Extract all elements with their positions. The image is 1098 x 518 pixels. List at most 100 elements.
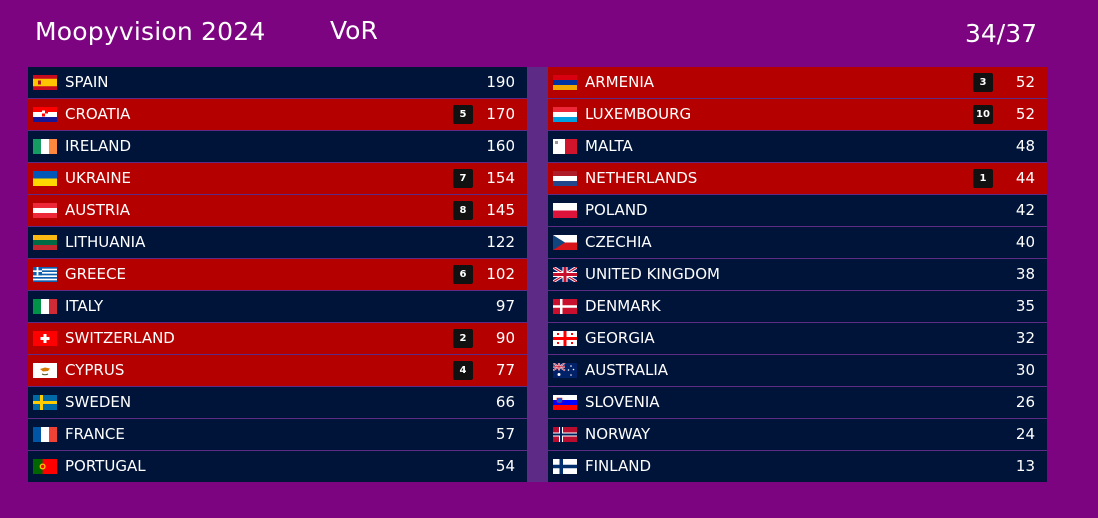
luxembourg-flag-icon <box>553 107 577 122</box>
country-name: CYPRUS <box>65 361 125 379</box>
total-score: 77 <box>495 361 515 379</box>
total-score: 13 <box>1015 457 1035 475</box>
country-name: POLAND <box>585 201 648 219</box>
total-score: 160 <box>486 137 515 155</box>
scoreboard-row: LUXEMBOURG 10 52 <box>548 99 1047 130</box>
scoreboard-row: FRANCE 57 <box>28 419 527 450</box>
total-score: 48 <box>1015 137 1035 155</box>
country-name: AUSTRALIA <box>585 361 669 379</box>
country-name: FINLAND <box>585 457 652 475</box>
scoreboard-row: NETHERLANDS 1 44 <box>548 163 1047 194</box>
scoreboard-row: CYPRUS 4 77 <box>28 355 527 386</box>
total-score: 40 <box>1015 233 1035 251</box>
scoreboard-row: MALTA 48 <box>548 131 1047 162</box>
total-score: 145 <box>486 201 515 219</box>
armenia-flag-icon <box>553 75 577 90</box>
united-kingdom-flag-icon <box>553 267 577 282</box>
country-name: LUXEMBOURG <box>585 105 692 123</box>
total-score: 42 <box>1015 201 1035 219</box>
country-name: AUSTRIA <box>65 201 131 219</box>
total-score: 44 <box>1015 169 1035 187</box>
country-name: FRANCE <box>65 425 125 443</box>
portugal-flag-icon <box>33 459 57 474</box>
total-score: 26 <box>1015 393 1035 411</box>
country-name: LITHUANIA <box>65 233 146 251</box>
total-score: 190 <box>486 73 515 91</box>
scoreboard-left-column: SPAIN 190 CROATIA 5 170 IRELAND 160 UKRAINE 7 154… <box>28 67 527 483</box>
country-name: PORTUGAL <box>65 457 146 475</box>
scoreboard-right-column: ARMENIA 3 52 LUXEMBOURG 10 52 MALTA 48 NETHERLAN… <box>548 67 1047 483</box>
lithuania-flag-icon <box>33 235 57 250</box>
scoreboard-row: GREECE 6 102 <box>28 259 527 290</box>
total-score: 170 <box>486 105 515 123</box>
country-name: IRELAND <box>65 137 132 155</box>
scoreboard-row: ITALY 97 <box>28 291 527 322</box>
total-score: 90 <box>495 329 515 347</box>
australia-flag-icon <box>553 363 577 378</box>
total-score: 97 <box>495 297 515 315</box>
scoreboard-row: SPAIN 190 <box>28 67 527 98</box>
czechia-flag-icon <box>553 235 577 250</box>
total-score: 30 <box>1015 361 1035 379</box>
country-name: UKRAINE <box>65 169 132 187</box>
scoreboard-row: CROATIA 5 170 <box>28 99 527 130</box>
scoreboard: SPAIN 190 CROATIA 5 170 IRELAND 160 UKRAINE 7 154… <box>28 67 1047 482</box>
scoreboard-row: AUSTRALIA 30 <box>548 355 1047 386</box>
greece-flag-icon <box>33 267 57 282</box>
total-score: 32 <box>1015 329 1035 347</box>
italy-flag-icon <box>33 299 57 314</box>
scoreboard-row: DENMARK 35 <box>548 291 1047 322</box>
country-name: SWITZERLAND <box>65 329 175 347</box>
points-received-badge: 5 <box>453 105 473 124</box>
total-score: 38 <box>1015 265 1035 283</box>
voting-progress: 34/37 <box>964 19 1037 48</box>
country-name: NETHERLANDS <box>585 169 698 187</box>
croatia-flag-icon <box>33 107 57 122</box>
scoreboard-row: GEORGIA 32 <box>548 323 1047 354</box>
country-name: UNITED KINGDOM <box>585 265 720 283</box>
country-name: DENMARK <box>585 297 661 315</box>
country-name: NORWAY <box>585 425 651 443</box>
country-name: CROATIA <box>65 105 131 123</box>
country-name: CZECHIA <box>585 233 652 251</box>
scoreboard-row: SLOVENIA 26 <box>548 387 1047 418</box>
france-flag-icon <box>33 427 57 442</box>
ukraine-flag-icon <box>33 171 57 186</box>
jury-name: VoR <box>330 16 378 45</box>
points-received-badge: 3 <box>973 73 993 92</box>
scoreboard-row: UKRAINE 7 154 <box>28 163 527 194</box>
country-name: SPAIN <box>65 73 109 91</box>
total-score: 52 <box>1015 73 1035 91</box>
sweden-flag-icon <box>33 395 57 410</box>
total-score: 57 <box>495 425 515 443</box>
total-score: 35 <box>1015 297 1035 315</box>
finland-flag-icon <box>553 459 577 474</box>
georgia-flag-icon <box>553 331 577 346</box>
switzerland-flag-icon <box>33 331 57 346</box>
points-received-badge: 2 <box>453 329 473 348</box>
denmark-flag-icon <box>553 299 577 314</box>
scoreboard-row: POLAND 42 <box>548 195 1047 226</box>
points-received-badge: 1 <box>973 169 993 188</box>
points-received-badge: 7 <box>453 169 473 188</box>
scoreboard-row: IRELAND 160 <box>28 131 527 162</box>
total-score: 66 <box>495 393 515 411</box>
points-received-badge: 10 <box>973 105 993 124</box>
scoreboard-row: AUSTRIA 8 145 <box>28 195 527 226</box>
malta-flag-icon <box>553 139 577 154</box>
netherlands-flag-icon <box>553 171 577 186</box>
total-score: 54 <box>495 457 515 475</box>
austria-flag-icon <box>33 203 57 218</box>
total-score: 24 <box>1015 425 1035 443</box>
country-name: ITALY <box>65 297 104 315</box>
contest-title: Moopyvision 2024 <box>35 17 266 46</box>
poland-flag-icon <box>553 203 577 218</box>
country-name: ARMENIA <box>585 73 655 91</box>
slovenia-flag-icon <box>553 395 577 410</box>
country-name: MALTA <box>585 137 633 155</box>
total-score: 122 <box>486 233 515 251</box>
scoreboard-row: FINLAND 13 <box>548 451 1047 482</box>
spain-flag-icon <box>33 75 57 90</box>
total-score: 154 <box>486 169 515 187</box>
total-score: 52 <box>1015 105 1035 123</box>
